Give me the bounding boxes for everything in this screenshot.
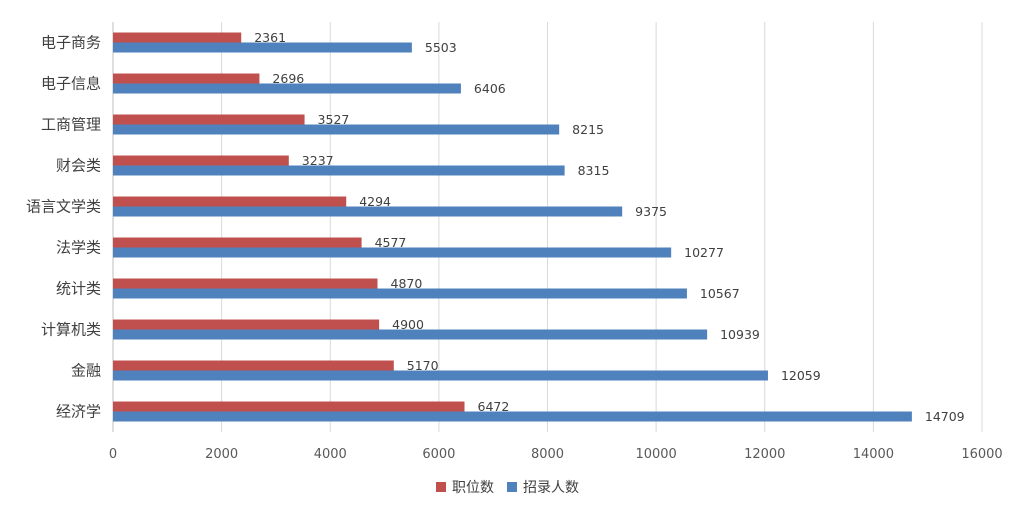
bar-recruits (113, 329, 708, 340)
category-label: 统计类 (56, 280, 101, 298)
data-label: 9375 (635, 204, 667, 219)
bar-positions (113, 114, 305, 125)
bar-recruits (113, 411, 912, 422)
category-label: 语言文学类 (26, 198, 101, 216)
data-label: 12059 (781, 368, 821, 383)
data-label: 3237 (302, 153, 334, 168)
data-label: 5170 (407, 358, 439, 373)
category-label: 电子信息 (41, 75, 101, 93)
bar-recruits (113, 42, 412, 53)
category-label: 财会类 (56, 157, 101, 175)
data-label: 10277 (684, 245, 724, 260)
bar-recruits (113, 288, 687, 299)
bar-positions (113, 73, 260, 84)
data-label: 10939 (720, 327, 760, 342)
data-label: 4900 (392, 317, 424, 332)
x-tick-label: 6000 (422, 447, 455, 462)
legend-swatch-recruits (507, 482, 517, 492)
bar-recruits (113, 206, 623, 217)
data-label: 6472 (478, 399, 510, 414)
x-tick-label: 0 (109, 447, 117, 462)
data-label: 8215 (572, 122, 604, 137)
x-tick-label: 12000 (744, 447, 785, 462)
data-label: 4870 (391, 276, 423, 291)
data-label: 4577 (375, 235, 407, 250)
category-label: 经济学 (56, 403, 101, 421)
data-label: 2696 (272, 71, 304, 86)
bar-positions (113, 155, 289, 166)
value-axis: 0 2000 4000 6000 8000 10000 12000 14000 16000 (109, 447, 1003, 462)
bar-positions (113, 278, 378, 289)
bars (113, 32, 912, 422)
category-label: 法学类 (56, 239, 101, 257)
data-label: 6406 (474, 81, 506, 96)
data-label: 14709 (925, 409, 965, 424)
category-axis: 经济学 金融 计算机类 统计类 法学类 语言文学类 财会类 工商管理 电子信息 电子商务 (26, 34, 101, 421)
bar-positions (113, 196, 347, 207)
data-label: 2361 (254, 30, 286, 45)
bar-recruits (113, 247, 672, 258)
x-tick-label: 4000 (314, 447, 347, 462)
bar-recruits (113, 370, 768, 381)
legend-label: 招录人数 (523, 480, 579, 496)
data-label: 3527 (318, 112, 350, 127)
data-labels: 6472 14709 5170 12059 4900 10939 4870 10567 4577… (254, 30, 964, 424)
x-tick-label: 10000 (635, 447, 676, 462)
data-label: 5503 (425, 40, 457, 55)
x-tick-label: 16000 (961, 447, 1002, 462)
bar-recruits (113, 124, 560, 135)
legend-swatch-positions (436, 482, 446, 492)
bar-recruits (113, 165, 565, 176)
bar-positions (113, 401, 465, 412)
legend-label: 职位数 (452, 480, 494, 496)
data-label: 10567 (700, 286, 740, 301)
category-label: 金融 (71, 362, 101, 380)
legend: 职位数 招录人数 (436, 480, 579, 496)
category-label: 计算机类 (41, 321, 101, 339)
data-label: 8315 (578, 163, 610, 178)
x-tick-label: 8000 (531, 447, 564, 462)
x-tick-label: 14000 (853, 447, 894, 462)
bar-positions (113, 237, 362, 248)
data-label: 4294 (359, 194, 391, 209)
category-label: 工商管理 (41, 116, 101, 134)
bar-positions (113, 319, 380, 330)
bar-recruits (113, 83, 461, 94)
bar-positions (113, 32, 242, 43)
x-tick-label: 2000 (205, 447, 238, 462)
category-label: 电子商务 (41, 34, 101, 52)
bar-positions (113, 360, 394, 371)
